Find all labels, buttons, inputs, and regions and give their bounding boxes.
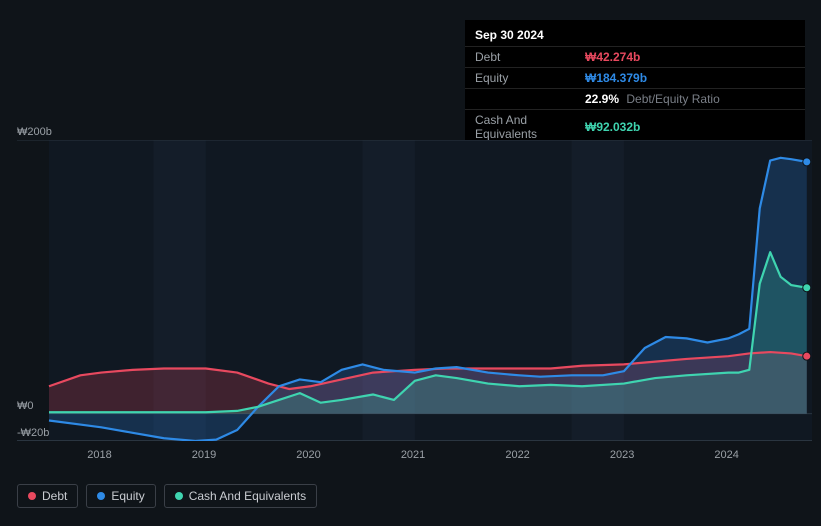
- y-tick-label: ₩200b: [17, 126, 77, 138]
- tooltip-row: 22.9% Debt/Equity Ratio: [465, 89, 805, 110]
- tooltip-row-value: 22.9% Debt/Equity Ratio: [575, 89, 805, 110]
- legend-item[interactable]: Equity: [86, 484, 155, 508]
- legend-item[interactable]: Cash And Equivalents: [164, 484, 317, 508]
- series-end-marker: [803, 158, 811, 166]
- y-tick-label: ₩0: [17, 400, 77, 412]
- x-tick-label: 2021: [401, 449, 425, 461]
- tooltip-row-label: Cash And Equivalents: [465, 110, 575, 145]
- legend-label: Cash And Equivalents: [189, 489, 306, 503]
- series-end-marker: [803, 284, 811, 292]
- tooltip-row-value: ₩42.274b: [575, 47, 805, 68]
- legend-label: Equity: [111, 489, 144, 503]
- legend-dot-icon: [175, 492, 183, 500]
- x-tick-label: 2024: [714, 449, 738, 461]
- legend-dot-icon: [97, 492, 105, 500]
- x-tick-label: 2020: [296, 449, 320, 461]
- tooltip-row-value: ₩184.379b: [575, 68, 805, 89]
- tooltip-table: Debt₩42.274bEquity₩184.379b22.9% Debt/Eq…: [465, 46, 805, 144]
- tooltip-row: Debt₩42.274b: [465, 47, 805, 68]
- legend-item[interactable]: Debt: [17, 484, 78, 508]
- tooltip-date: Sep 30 2024: [465, 24, 805, 46]
- x-tick-label: 2022: [505, 449, 529, 461]
- legend-label: Debt: [42, 489, 67, 503]
- tooltip-row-value: ₩92.032b: [575, 110, 805, 145]
- tooltip-row: Equity₩184.379b: [465, 68, 805, 89]
- x-tick-label: 2019: [192, 449, 216, 461]
- data-tooltip: Sep 30 2024 Debt₩42.274bEquity₩184.379b2…: [465, 20, 805, 148]
- tooltip-row-label: Equity: [465, 68, 575, 89]
- chart-legend: Debt Equity Cash And Equivalents: [17, 484, 317, 508]
- x-tick-label: 2023: [610, 449, 634, 461]
- root: Sep 30 2024 Debt₩42.274bEquity₩184.379b2…: [0, 0, 821, 526]
- debt-equity-chart[interactable]: [17, 140, 812, 441]
- x-tick-label: 2018: [87, 449, 111, 461]
- tooltip-row-label: Debt: [465, 47, 575, 68]
- legend-dot-icon: [28, 492, 36, 500]
- series-end-marker: [803, 352, 811, 360]
- y-tick-label: -₩20b: [17, 427, 77, 439]
- tooltip-row-label: [465, 89, 575, 110]
- tooltip-row: Cash And Equivalents₩92.032b: [465, 110, 805, 145]
- chart-svg: [17, 140, 812, 441]
